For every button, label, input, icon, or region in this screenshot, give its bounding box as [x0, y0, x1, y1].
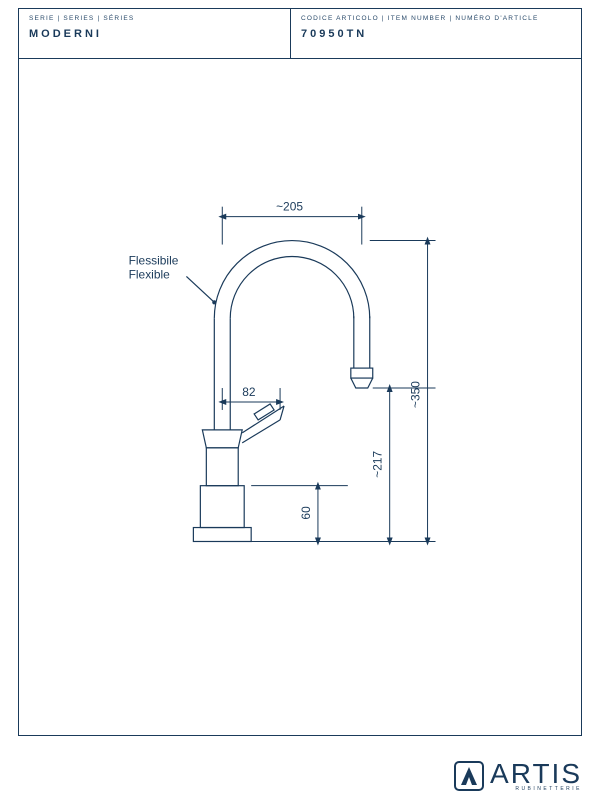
logo-text-block: ARTIS RUBINETTERIE	[490, 760, 582, 792]
spec-sheet: SERIE | SERIES | SÉRIES MODERNI CODICE A…	[18, 8, 582, 736]
brand-logo: ARTIS RUBINETTERIE	[454, 760, 582, 792]
series-value: MODERNI	[29, 28, 280, 40]
technical-drawing: ~205 82 60 ~2	[19, 59, 581, 735]
faucet-diagram-svg: ~205 82 60 ~2	[19, 59, 581, 735]
header-series-cell: SERIE | SERIES | SÉRIES MODERNI	[19, 9, 291, 58]
logo-icon	[454, 761, 484, 791]
dim-spout-reach: ~205	[276, 200, 303, 214]
header-item-cell: CODICE ARTICOLO | ITEM NUMBER | NUMÉRO D…	[291, 9, 581, 58]
dim-base-height: 60	[299, 506, 313, 520]
annotation-flessibile: Flessibile	[129, 253, 179, 267]
series-label: SERIE | SERIES | SÉRIES	[29, 15, 280, 22]
logo-brand: ARTIS	[490, 760, 582, 788]
item-label: CODICE ARTICOLO | ITEM NUMBER | NUMÉRO D…	[301, 15, 571, 22]
dim-spout-height: ~217	[371, 450, 385, 477]
item-value: 70950TN	[301, 28, 571, 40]
annotation-flexible: Flexible	[129, 267, 170, 281]
dim-handle-offset: 82	[242, 385, 256, 399]
dim-total-height: ~350	[409, 381, 423, 408]
header-row: SERIE | SERIES | SÉRIES MODERNI CODICE A…	[19, 9, 581, 59]
